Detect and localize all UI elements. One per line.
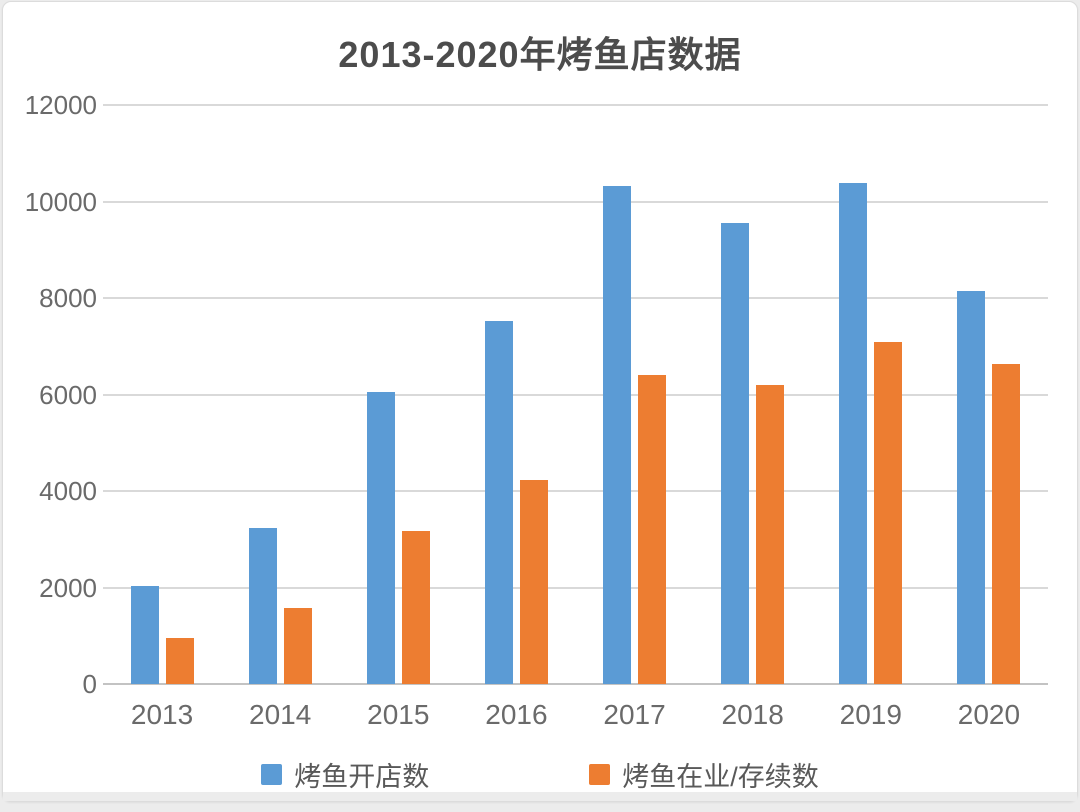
y-tick-label-12000: 12000	[24, 90, 97, 120]
y-tick-label-0: 0	[82, 669, 97, 699]
chart-title: 2013-2020年烤鱼店数据	[338, 34, 742, 75]
x-tick-label-2013: 2013	[130, 699, 194, 730]
gridline-10000	[103, 200, 1048, 203]
plot-area	[103, 104, 1048, 685]
y-tick-label-6000: 6000	[39, 379, 97, 410]
bar-2018-烤鱼开店数	[721, 223, 750, 684]
gridline-8000	[103, 297, 1048, 299]
gridline-0	[103, 683, 1048, 685]
gridline-6000	[103, 393, 1048, 396]
legend: 烤鱼开店数 烤鱼在业/存续数	[3, 755, 1077, 794]
bar-group-2018	[694, 105, 812, 684]
x-tick-label-2015: 2015	[367, 699, 430, 730]
legend-label: 烤鱼在业/存续数	[622, 762, 819, 792]
bar-group-2013	[103, 105, 221, 684]
y-tick-label-4000: 4000	[39, 476, 97, 506]
bar-2014-烤鱼在业/存续数	[283, 607, 312, 684]
bar-group-2015	[339, 105, 457, 684]
bar-2020-烤鱼开店数	[957, 290, 986, 684]
bar-2013-烤鱼在业/存续数	[165, 638, 194, 684]
bar-2019-烤鱼在业/存续数	[874, 342, 903, 684]
legend-item-烤鱼开店数: 烤鱼开店数	[261, 755, 429, 794]
legend-item-烤鱼在业/存续数: 烤鱼在业/存续数	[589, 755, 819, 794]
x-tick-label-2017: 2017	[603, 699, 666, 730]
gridline-2000	[103, 586, 1048, 589]
y-tick-label-2000: 2000	[39, 572, 97, 603]
gridline-12000	[103, 104, 1048, 106]
bar-2014-烤鱼开店数	[248, 528, 277, 684]
bar-group-2020	[930, 105, 1048, 684]
x-tick-label-2019: 2019	[839, 699, 902, 730]
bar-group-2016	[457, 105, 575, 684]
x-tick-label-2016: 2016	[485, 699, 548, 730]
page-background-strip	[3, 792, 1077, 801]
x-tick-label-2014: 2014	[249, 699, 312, 730]
bar-2016-烤鱼开店数	[484, 321, 513, 684]
x-axis-labels: 2013 2014 2015 2016 2017 2018 2019 2020	[103, 699, 1048, 731]
bar-groups	[103, 105, 1048, 684]
legend-label: 烤鱼开店数	[294, 762, 430, 792]
bar-2015-烤鱼开店数	[366, 391, 395, 684]
y-tick-label-8000: 8000	[39, 283, 97, 313]
bar-2015-烤鱼在业/存续数	[401, 530, 430, 684]
y-axis-labels: 0 2000 4000 6000 8000 10000 12000	[11, 92, 97, 697]
bar-group-2019	[812, 105, 930, 684]
bar-2017-烤鱼在业/存续数	[638, 375, 667, 684]
bar-2019-烤鱼开店数	[839, 182, 868, 684]
bar-group-2017	[576, 105, 694, 684]
bar-group-2014	[221, 105, 339, 684]
bar-2016-烤鱼在业/存续数	[519, 480, 548, 684]
x-tick-label-2018: 2018	[721, 699, 784, 730]
bar-2018-烤鱼在业/存续数	[756, 384, 785, 684]
bar-2020-烤鱼在业/存续数	[992, 363, 1021, 684]
y-tick-label-10000: 10000	[24, 186, 97, 217]
bar-2013-烤鱼开店数	[130, 586, 159, 684]
legend-swatch-icon	[589, 764, 611, 785]
bar-2017-烤鱼开店数	[603, 185, 632, 684]
legend-swatch-icon	[261, 764, 283, 785]
x-tick-label-2020: 2020	[957, 699, 1021, 730]
gridline-4000	[103, 490, 1048, 492]
